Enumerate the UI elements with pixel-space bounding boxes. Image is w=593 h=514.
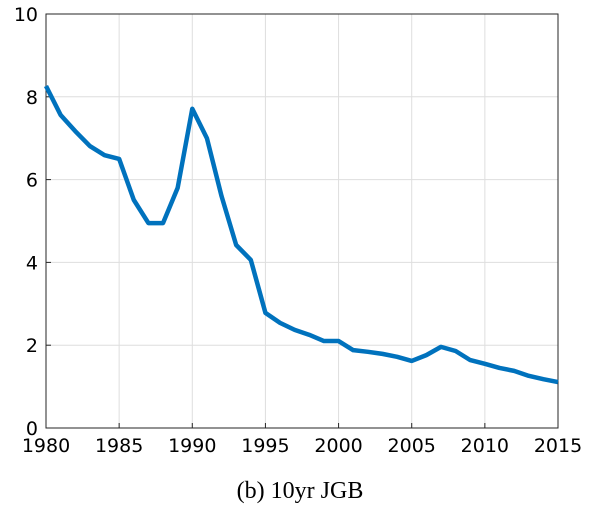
y-tick-label: 4 (26, 252, 38, 274)
x-tick-label: 1995 (241, 435, 289, 457)
data-line (43, 85, 559, 385)
y-tick-label: 8 (26, 87, 38, 109)
x-tick-label: 1980 (22, 435, 70, 457)
x-tick-label: 2010 (461, 435, 509, 457)
y-tick-label: 6 (26, 170, 38, 192)
x-tick-label: 1990 (168, 435, 216, 457)
x-tick-label: 1985 (95, 435, 143, 457)
x-tick-label: 2015 (534, 435, 582, 457)
y-tick-label: 0 (26, 418, 38, 440)
plot-frame (45, 13, 559, 429)
y-tick-label: 10 (14, 4, 38, 26)
y-tick-label: 2 (26, 335, 38, 357)
x-tick-label: 2000 (314, 435, 362, 457)
x-tick-label: 2005 (388, 435, 436, 457)
chart-title: (b) 10yr JGB (237, 478, 364, 504)
